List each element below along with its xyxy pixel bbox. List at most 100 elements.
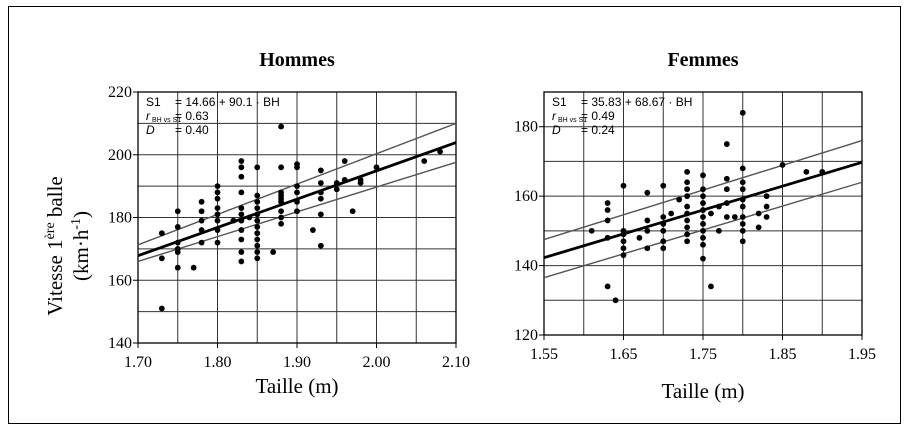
data-point [684, 224, 690, 231]
data-point [604, 217, 611, 224]
data-point [620, 182, 627, 189]
data-point [700, 234, 706, 241]
data-point [739, 203, 746, 210]
data-point [174, 224, 181, 230]
data-point [700, 241, 706, 248]
data-point [739, 109, 746, 116]
y-axis-label-suffix: balle [43, 176, 67, 222]
data-point [317, 242, 324, 249]
data-point [294, 208, 300, 215]
y-tick-label: 160 [108, 272, 132, 289]
data-point [254, 249, 261, 255]
x-tick-label: 1.70 [124, 354, 152, 371]
data-point [214, 239, 221, 246]
data-point [700, 221, 706, 227]
data-point [174, 264, 181, 271]
y-axis-label-sup: ère [43, 222, 58, 239]
stat-d-symbol: D [146, 123, 155, 137]
data-point [238, 173, 245, 180]
data-point [700, 227, 706, 234]
stat-equation: = 14.66 + 90.1 · BH [175, 95, 280, 109]
data-point [739, 227, 746, 234]
x-tick-label: 1.55 [530, 346, 558, 363]
panel-femmes: Femmes 1.55 1.65 1.75 1.85 1.95 120 140 160 180 Ta… [514, 49, 876, 403]
data-point [214, 205, 221, 211]
data-point [238, 217, 245, 224]
data-point [644, 227, 651, 234]
stat-r-symbol: r [146, 109, 151, 123]
data-point [660, 221, 667, 227]
data-point [700, 193, 706, 200]
data-point [278, 220, 284, 227]
data-point [755, 210, 762, 217]
data-point [198, 239, 205, 246]
data-point [739, 221, 746, 227]
stat-d-value: = 0.40 [175, 123, 209, 137]
data-point [684, 203, 690, 210]
data-point [230, 217, 237, 224]
data-point [708, 283, 714, 290]
stat-equation-name: S1 [552, 95, 567, 109]
data-point [373, 164, 380, 171]
data-point [803, 168, 810, 175]
data-point [739, 179, 746, 186]
data-point [755, 224, 762, 231]
data-point [214, 189, 221, 196]
data-point [700, 207, 706, 213]
data-point [294, 183, 300, 190]
data-point [333, 186, 340, 193]
data-point [158, 230, 165, 237]
data-point [254, 205, 261, 211]
data-point [333, 180, 340, 186]
data-point [708, 210, 714, 217]
data-point [684, 217, 690, 224]
data-point [763, 203, 770, 210]
data-point [739, 186, 746, 193]
data-point [317, 211, 324, 218]
data-point [278, 164, 284, 171]
chart-title: Hommes [259, 49, 335, 71]
data-point [198, 208, 205, 215]
data-point [604, 207, 611, 213]
data-point [238, 211, 245, 218]
data-point [174, 239, 181, 246]
data-point [684, 238, 690, 245]
data-point [604, 234, 611, 241]
data-point [684, 193, 690, 200]
data-point [700, 200, 706, 206]
data-point [174, 208, 181, 215]
data-point [700, 172, 706, 179]
data-point [723, 186, 730, 193]
data-point [723, 200, 730, 206]
y-axis-unit-b: ) [69, 211, 93, 218]
data-point [700, 214, 706, 220]
stat-d-symbol: D [552, 123, 561, 137]
stat-r-value: = 0.63 [175, 109, 209, 123]
data-point [238, 227, 245, 233]
data-point [310, 227, 316, 233]
data-point [317, 180, 324, 186]
data-point [620, 227, 627, 234]
data-point [636, 234, 643, 241]
data-point [238, 164, 245, 171]
y-axis-unit: (km·h-1) [69, 211, 93, 281]
data-point [317, 167, 324, 174]
data-point [723, 175, 730, 182]
data-point [341, 176, 348, 183]
y-tick-label: 180 [514, 119, 538, 136]
y-axis-label-prefix: Vitesse 1 [43, 239, 67, 315]
data-point [238, 258, 245, 265]
chart-title: Femmes [667, 49, 738, 71]
data-point [684, 179, 690, 186]
x-tick-label: 2.00 [363, 354, 391, 371]
data-point [349, 208, 356, 215]
y-tick-label: 200 [108, 147, 132, 164]
data-point [739, 238, 746, 245]
stat-r-symbol: r [552, 109, 557, 123]
data-point [660, 245, 667, 252]
data-point [254, 236, 261, 243]
data-point [246, 214, 253, 221]
data-point [660, 238, 667, 245]
data-point [612, 297, 619, 304]
